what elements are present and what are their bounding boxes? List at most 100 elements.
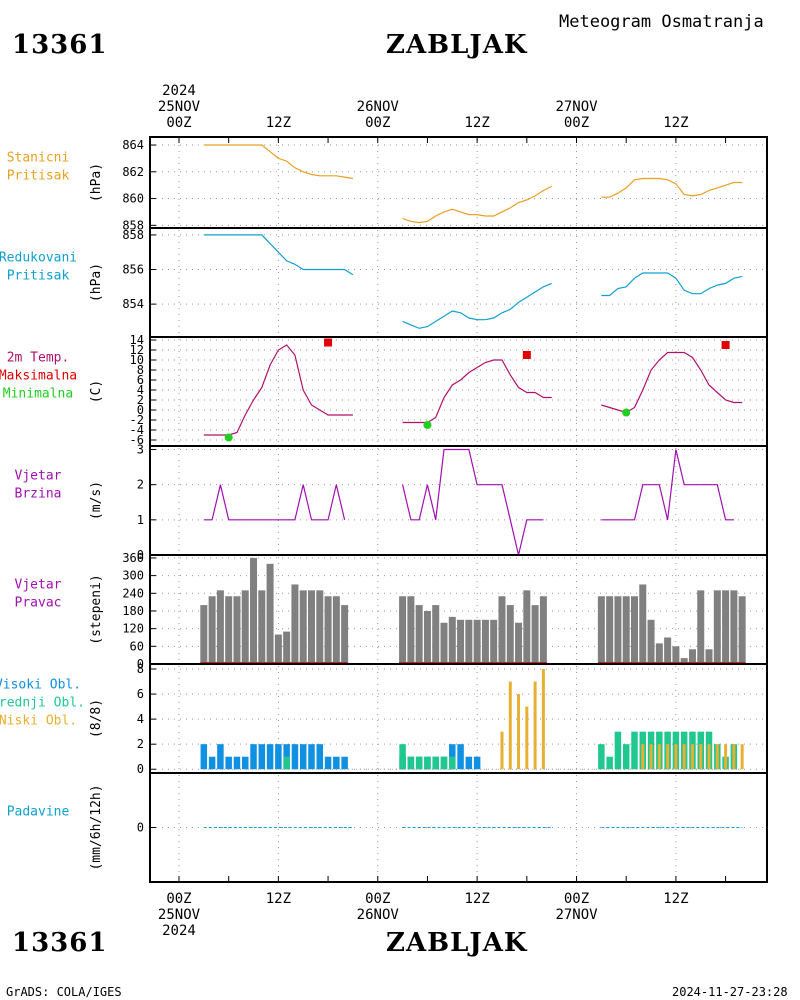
cloud-mid-bar	[407, 756, 415, 770]
cloud-high-bar	[258, 744, 266, 770]
y-tick-label: -2	[130, 413, 144, 427]
y-tick-label: 14	[130, 333, 144, 347]
series-line	[402, 185, 552, 224]
cloud-high-bar	[208, 756, 216, 770]
wind-direction-bar	[730, 590, 738, 664]
time-label-top: 00Z	[365, 115, 390, 131]
footer-credit: GrADS: COLA/IGES	[6, 985, 122, 999]
wind-direction-bar	[233, 596, 241, 664]
panel-label: Srednji Obl.	[0, 696, 85, 711]
wind-direction-bar	[490, 619, 498, 664]
y-tick-label: 4	[137, 712, 144, 726]
wind-direction-bar	[639, 584, 647, 664]
cloud-low-bar	[657, 744, 661, 770]
y-tick-label: 300	[122, 569, 144, 583]
cloud-high-bar	[299, 744, 307, 770]
panel-label: Vjetar	[15, 578, 62, 593]
wind-direction-bar	[440, 622, 448, 664]
y-tick-label: 2	[137, 393, 144, 407]
cloud-high-bar	[333, 756, 340, 770]
wind-direction-bar	[250, 557, 258, 664]
y-tick-label: 2	[137, 737, 144, 751]
wind-direction-bar	[274, 634, 282, 664]
series-line	[601, 272, 743, 297]
cloud-mid-bar	[440, 756, 448, 770]
wind-direction-bar	[307, 590, 315, 664]
y-tick-label: -4	[130, 423, 144, 437]
cloud-high-bar	[473, 756, 481, 770]
wind-direction-bar	[324, 596, 332, 664]
wind-direction-bar	[423, 610, 431, 664]
cloud-high-bar	[308, 744, 315, 770]
cloud-low-bar	[724, 744, 728, 770]
cloud-low-bar	[732, 744, 736, 770]
time-label-bottom: 25NOV	[158, 907, 201, 923]
y-tick-label: 864	[122, 138, 144, 152]
wind-direction-bar	[283, 631, 291, 664]
y-tick-label: 240	[122, 586, 144, 600]
cloud-low-bar	[690, 744, 694, 770]
wind-direction-bar	[539, 596, 547, 664]
wind-direction-bar	[415, 605, 423, 664]
time-label-top: 25NOV	[158, 99, 201, 115]
wind-direction-bar	[655, 643, 663, 664]
time-label-top: 12Z	[464, 115, 489, 131]
wind-direction-bar	[407, 596, 415, 664]
y-tick-label: 8	[137, 662, 144, 676]
cloud-low-bar	[500, 731, 504, 770]
station-name-top: ZABLJAK	[386, 30, 528, 60]
cloud-high-bar	[266, 744, 274, 770]
cloud-low-bar	[699, 744, 703, 770]
tmin-point	[423, 421, 432, 429]
panel-label: Brzina	[15, 487, 62, 502]
y-tick-label: 10	[130, 353, 144, 367]
wind-direction-bar	[713, 590, 721, 664]
wind-direction-bar	[399, 596, 407, 664]
cloud-low-bar	[541, 669, 545, 770]
cloud-mid-bar	[432, 756, 439, 770]
cloud-high-bar	[457, 744, 464, 770]
y-tick-label: 858	[122, 228, 144, 242]
y-tick-label: 0	[137, 821, 144, 835]
series-line	[402, 448, 544, 556]
panel-label: Pritisak	[7, 169, 70, 184]
unit-label: (C)	[89, 380, 104, 403]
wind-direction-bar	[622, 596, 630, 664]
cloud-mid-bar	[283, 756, 290, 770]
cloud-mid-bar	[631, 731, 638, 770]
cloud-high-bar	[291, 744, 299, 770]
cloud-high-bar	[324, 756, 332, 770]
cloud-high-bar	[217, 744, 224, 770]
wind-direction-bar	[332, 596, 340, 664]
wind-direction-bar	[432, 605, 440, 664]
cloud-low-bar	[525, 706, 529, 770]
y-tick-label: -6	[130, 433, 144, 447]
wind-direction-bar	[614, 596, 622, 664]
time-label-bottom: 12Z	[663, 891, 688, 907]
cloud-mid-bar	[449, 756, 456, 770]
series-line	[601, 351, 743, 414]
y-tick-label: 0	[137, 548, 144, 562]
cloud-low-bar	[682, 744, 686, 770]
series-line	[203, 234, 354, 276]
wind-direction-bar	[225, 596, 233, 664]
cloud-high-bar	[225, 756, 232, 770]
wind-direction-bar	[481, 619, 489, 664]
cloud-high-bar	[275, 744, 282, 770]
series-line	[203, 484, 346, 521]
wind-direction-bar	[664, 637, 672, 664]
tmin-point	[622, 408, 631, 417]
footer-timestamp: 2024-11-27-23:28	[672, 985, 788, 999]
station-id-top: 13361	[12, 30, 108, 60]
wind-direction-bar	[697, 590, 705, 664]
panel-label: Niski Obl.	[0, 714, 77, 729]
wind-direction-bar	[216, 590, 224, 664]
cloud-low-bar	[517, 694, 521, 770]
panel-label: 2m Temp.	[7, 351, 70, 366]
wind-direction-bar	[241, 590, 249, 664]
unit-label: (mm/6h/12h)	[89, 784, 104, 870]
y-tick-label: 6	[137, 687, 144, 701]
wind-direction-bar	[448, 616, 456, 664]
y-tick-label: 2	[137, 478, 144, 492]
y-tick-label: 0	[137, 657, 144, 671]
